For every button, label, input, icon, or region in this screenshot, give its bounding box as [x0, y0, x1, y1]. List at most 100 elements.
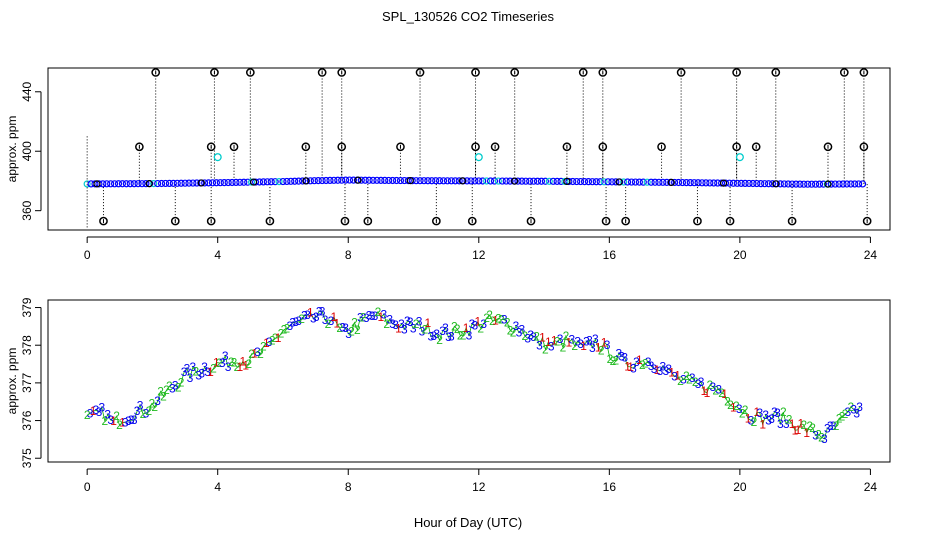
series-2-point: 2 — [354, 323, 361, 337]
series-3-point: 3 — [366, 308, 373, 322]
baseline-point — [189, 179, 197, 187]
baseline-point — [389, 176, 397, 185]
baseline-point — [502, 177, 510, 185]
baseline-point — [181, 179, 189, 187]
x-tick-label: 16 — [603, 248, 617, 262]
series-3-point: 3 — [689, 371, 696, 385]
baseline-point — [306, 177, 314, 185]
baseline-point — [690, 179, 698, 187]
series-3-point: 3 — [404, 314, 411, 328]
series-1-point: 1 — [803, 426, 810, 440]
series-3-point: 3 — [289, 316, 296, 330]
baseline-point — [142, 180, 150, 188]
baseline-point — [291, 177, 299, 185]
series-3-point: 3 — [184, 361, 191, 375]
series-3-point: 3 — [313, 310, 320, 324]
series-3-point: 3 — [187, 371, 194, 385]
baseline-point — [702, 179, 710, 187]
series-2-point: 2 — [707, 378, 714, 392]
baseline-point — [804, 180, 812, 188]
baseline-point — [83, 180, 91, 188]
series-3-point: 3 — [645, 355, 652, 369]
cyan-point — [213, 153, 222, 162]
series-2-point: 2 — [192, 365, 199, 379]
baseline-point — [145, 180, 153, 188]
outlier-point — [471, 68, 480, 77]
baseline-point — [729, 179, 737, 187]
baseline-point — [479, 177, 487, 185]
baseline-point — [858, 180, 867, 188]
series-2-point: 2 — [607, 352, 614, 366]
series-3-point: 3 — [445, 330, 452, 344]
series-2-point: 2 — [642, 356, 649, 370]
baseline-point — [216, 179, 224, 187]
series-2-point: 2 — [413, 317, 420, 331]
outlier-point — [839, 68, 849, 77]
chart-title: SPL_130526 CO2 Timeseries — [382, 9, 554, 24]
series-2-point: 2 — [84, 408, 91, 422]
x-axis-label: Hour of Day (UTC) — [413, 515, 523, 530]
series-2-point: 2 — [228, 355, 235, 369]
baseline-point — [428, 177, 436, 185]
baseline-point — [287, 177, 295, 185]
baseline-point — [667, 178, 675, 187]
outlier-point — [676, 68, 686, 77]
baseline-point — [530, 177, 538, 185]
baseline-point — [349, 176, 358, 184]
series-3-point: 3 — [671, 370, 678, 384]
series-3-point: 3 — [513, 319, 520, 333]
series-3-point: 3 — [87, 406, 94, 420]
series-3-point: 3 — [328, 314, 335, 328]
series-1-point: 1 — [213, 356, 220, 370]
baseline-point — [283, 177, 291, 186]
series-2-point: 2 — [278, 327, 285, 341]
baseline-point — [212, 179, 220, 187]
series-2-point: 2 — [571, 339, 578, 353]
series-3-point: 3 — [648, 359, 655, 373]
outlier-point — [732, 142, 741, 152]
series-2-point: 2 — [151, 400, 158, 414]
series-2-point: 2 — [486, 308, 493, 322]
x-tick-label: 0 — [84, 480, 91, 494]
x-tick-label: 20 — [733, 480, 747, 494]
baseline-point — [103, 180, 111, 188]
baseline-point — [737, 179, 745, 187]
baseline-point — [342, 176, 350, 184]
series-2-point: 2 — [718, 386, 725, 400]
baseline-point — [424, 177, 432, 185]
trend-line — [86, 310, 860, 440]
baseline-point — [549, 177, 557, 185]
series-3-point: 3 — [131, 413, 138, 427]
outlier-point — [340, 216, 350, 226]
outlier-point — [859, 142, 869, 152]
series-3-point: 3 — [472, 319, 479, 333]
series-3-point: 3 — [204, 365, 211, 379]
series-2-point: 2 — [383, 317, 390, 331]
y-tick-label: 378 — [20, 335, 34, 355]
baseline-point — [396, 176, 405, 185]
baseline-point — [615, 178, 623, 186]
baseline-point — [114, 180, 123, 188]
series-2-point: 2 — [477, 321, 484, 335]
baseline-point — [471, 177, 479, 185]
baseline-point — [326, 176, 334, 184]
series-2-point: 2 — [160, 389, 167, 403]
x-tick-label: 24 — [864, 248, 878, 262]
baseline-point — [236, 178, 244, 186]
series-3-point: 3 — [524, 331, 531, 345]
baseline-point — [819, 180, 828, 188]
series-3-point: 3 — [830, 419, 837, 433]
y-axis-label: approx. ppm — [5, 116, 19, 183]
outlier-point — [396, 142, 405, 152]
baseline-point — [753, 179, 761, 188]
series-1-point: 1 — [759, 418, 766, 432]
series-2-point: 2 — [257, 347, 264, 361]
baseline-point — [639, 178, 647, 186]
series-2-point: 2 — [533, 330, 540, 344]
baseline-point — [134, 180, 142, 188]
series-3-point: 3 — [762, 408, 769, 422]
top-panel: 0 4 8 12 16 20 24 360 400 440 approx. ppm — [5, 67, 891, 262]
series-1-point: 1 — [239, 354, 246, 368]
outlier-point — [229, 142, 239, 152]
y-tick-label: 440 — [20, 81, 34, 101]
